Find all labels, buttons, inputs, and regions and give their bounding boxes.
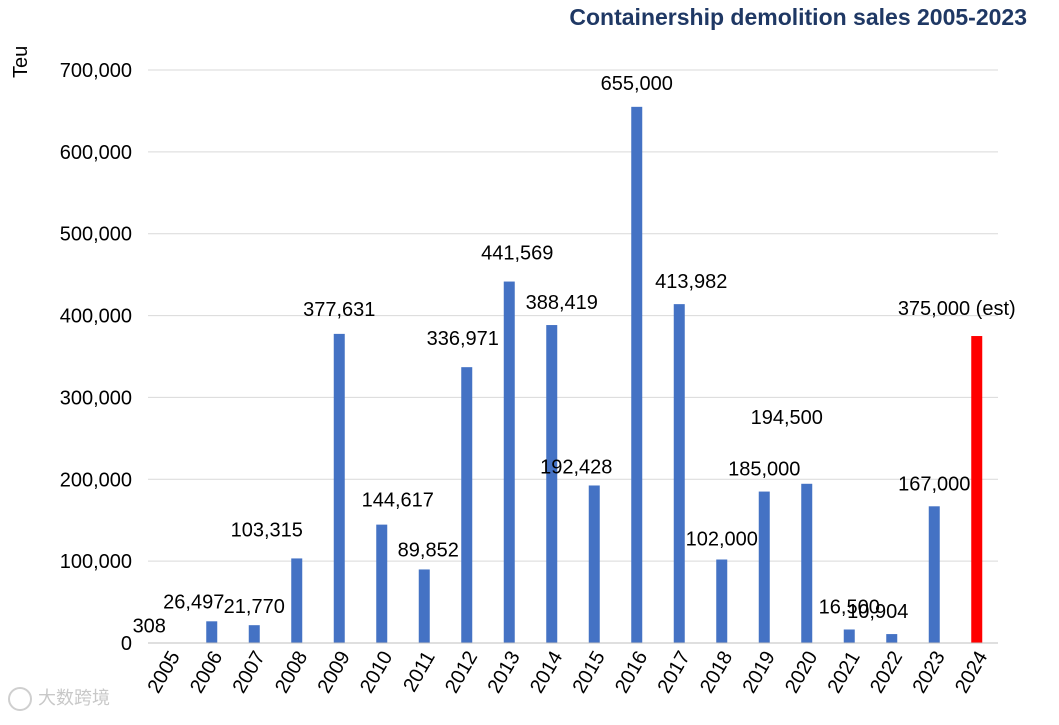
x-tick-label: 2020 bbox=[781, 648, 822, 698]
logo-icon bbox=[8, 687, 32, 711]
data-label: 16,500 bbox=[819, 596, 880, 618]
data-label: 655,000 bbox=[601, 73, 673, 95]
x-tick-label: 2009 bbox=[313, 648, 354, 698]
bar bbox=[418, 569, 430, 643]
data-label: 413,982 bbox=[655, 271, 727, 293]
y-tick-label: 300,000 bbox=[60, 387, 132, 409]
x-tick-label: 2024 bbox=[951, 648, 992, 698]
watermark: 大数跨境 bbox=[8, 684, 110, 711]
watermark-text: 大数跨境 bbox=[38, 688, 110, 709]
x-tick-label: 2012 bbox=[441, 648, 482, 698]
x-tick-label: 2022 bbox=[866, 648, 907, 698]
x-tick-label: 2017 bbox=[653, 648, 694, 698]
data-label: 102,000 bbox=[686, 529, 758, 551]
data-label: 144,617 bbox=[362, 490, 434, 512]
bar bbox=[801, 483, 813, 643]
x-tick-label: 2023 bbox=[908, 648, 949, 698]
x-tick-label: 2006 bbox=[186, 648, 227, 698]
x-tick-label: 2015 bbox=[568, 648, 609, 698]
bar bbox=[673, 304, 685, 643]
x-tick-label: 2008 bbox=[271, 648, 312, 698]
bar bbox=[716, 559, 728, 643]
data-label: 21,770 bbox=[224, 596, 285, 618]
bar bbox=[631, 106, 643, 644]
x-tick-label: 2014 bbox=[526, 648, 567, 698]
data-label: 441,569 bbox=[481, 243, 553, 265]
y-tick-label: 700,000 bbox=[60, 60, 132, 82]
x-tick-label: 2021 bbox=[823, 648, 864, 698]
data-label: 194,500 bbox=[751, 407, 823, 429]
bar bbox=[971, 336, 983, 643]
data-label: 167,000 bbox=[898, 473, 970, 495]
data-label: 336,971 bbox=[427, 328, 499, 350]
data-label: 103,315 bbox=[231, 519, 303, 541]
data-label: 192,428 bbox=[540, 456, 612, 478]
bar bbox=[376, 524, 388, 643]
x-tick-label: 2016 bbox=[611, 648, 652, 698]
y-tick-label: 400,000 bbox=[60, 306, 132, 328]
bar bbox=[503, 281, 515, 643]
data-label: 26,497 bbox=[163, 591, 224, 613]
x-tick-label: 2019 bbox=[738, 648, 779, 698]
y-tick-label: 0 bbox=[121, 633, 132, 655]
y-tick-label: 100,000 bbox=[60, 551, 132, 573]
chart-title: Containership demolition sales 2005-2023 bbox=[569, 4, 1027, 30]
bar bbox=[546, 325, 558, 643]
x-tick-label: 2018 bbox=[696, 648, 737, 698]
bar bbox=[758, 491, 770, 643]
x-tick-label: 2007 bbox=[228, 648, 269, 698]
bar bbox=[928, 506, 940, 643]
y-tick-label: 600,000 bbox=[60, 142, 132, 164]
bar bbox=[886, 634, 898, 643]
x-tick-label: 2011 bbox=[399, 648, 440, 696]
data-label: 388,419 bbox=[526, 292, 598, 314]
data-label: 377,631 bbox=[303, 299, 375, 321]
y-tick-label: 200,000 bbox=[60, 469, 132, 491]
data-label: 308 bbox=[133, 616, 166, 638]
y-axis-label: Teu bbox=[10, 45, 32, 78]
bar bbox=[843, 629, 855, 643]
data-label: 185,000 bbox=[728, 459, 800, 481]
x-tick-label: 2005 bbox=[143, 648, 184, 698]
x-tick-label: 2010 bbox=[356, 648, 397, 698]
bar bbox=[291, 558, 303, 643]
data-label: 10,904 bbox=[847, 601, 908, 623]
bar bbox=[333, 333, 345, 643]
data-label: 375,000 (est) bbox=[898, 298, 1016, 320]
bar bbox=[206, 621, 218, 643]
bar bbox=[461, 367, 473, 643]
bar bbox=[588, 485, 600, 643]
y-tick-label: 500,000 bbox=[60, 224, 132, 246]
bar bbox=[248, 625, 260, 643]
x-tick-label: 2013 bbox=[483, 648, 524, 698]
data-label: 89,852 bbox=[398, 539, 459, 561]
